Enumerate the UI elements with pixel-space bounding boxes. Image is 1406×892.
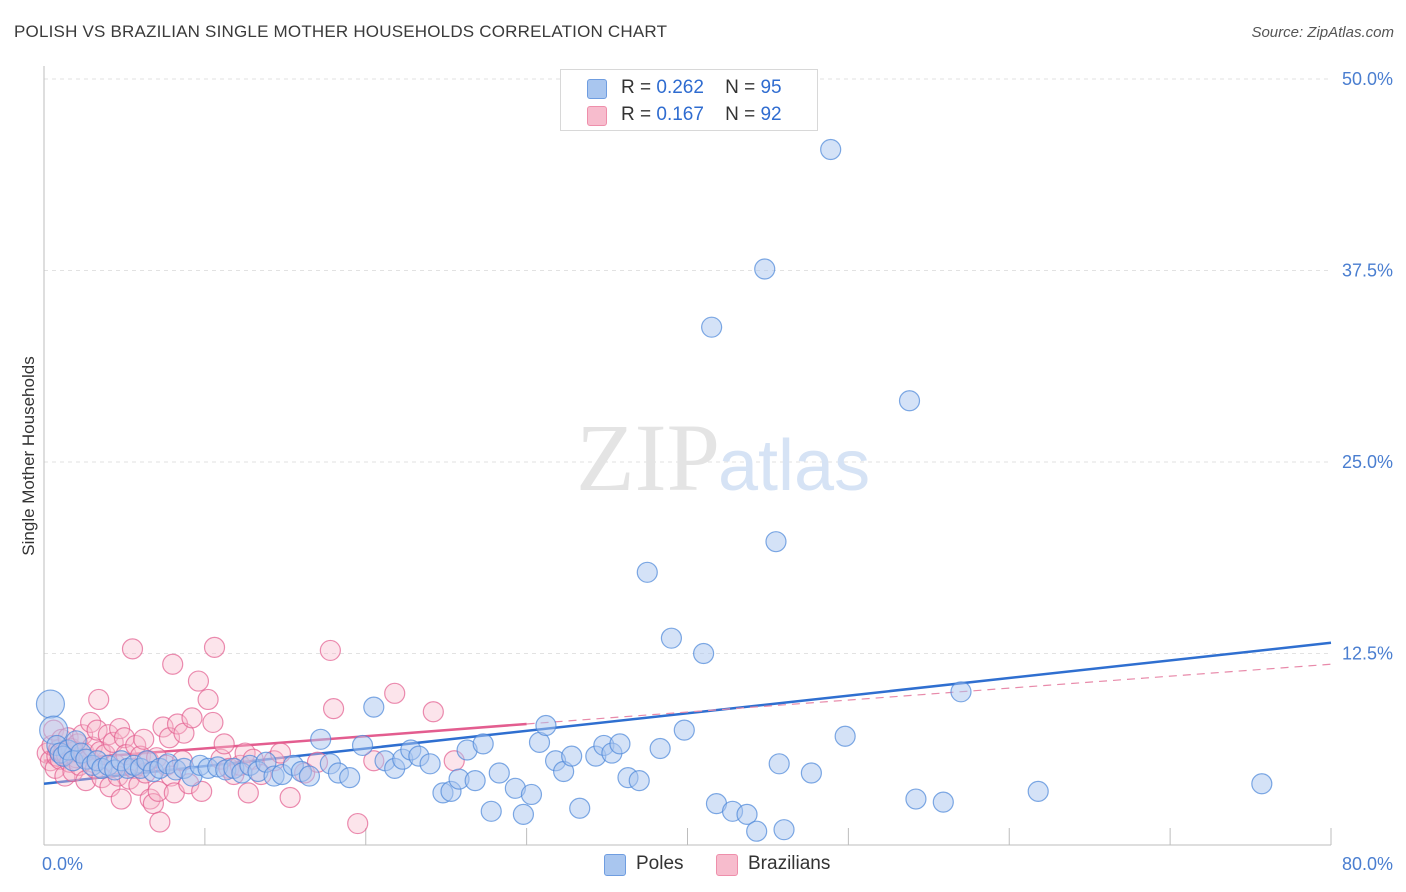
chart-title: POLISH VS BRAZILIAN SINGLE MOTHER HOUSEH… [14, 22, 668, 41]
legend-n-label: N = [725, 77, 756, 98]
data-point [339, 766, 361, 789]
data-point [147, 780, 169, 802]
data-point [464, 770, 486, 792]
source-label: Source: ZipAtlas.com [1251, 24, 1394, 41]
legend-r-label: R = [621, 77, 652, 98]
data-point [820, 138, 842, 161]
data-point [535, 714, 557, 737]
data-point [480, 800, 502, 822]
data-point [298, 765, 321, 787]
data-point [561, 745, 583, 767]
data-point [765, 531, 787, 553]
data-point [181, 707, 203, 729]
data-point [1027, 780, 1049, 802]
data-point [932, 791, 954, 813]
data-point [102, 731, 124, 753]
bottom-legend-swatch-poles [604, 854, 626, 876]
legend-r-value-poles: 0.262 [656, 77, 704, 98]
data-point [419, 753, 441, 775]
bottom-legend-swatch-brazilians [716, 854, 738, 876]
data-point [1251, 773, 1273, 795]
data-point [609, 733, 631, 755]
data-point [322, 698, 345, 720]
data-point [319, 639, 341, 662]
data-point [701, 316, 723, 338]
y-tick-label: 37.5% [1342, 261, 1393, 281]
data-point [754, 258, 776, 280]
legend-swatch-poles [587, 79, 607, 99]
bottom-legend-label-brazilians: Brazilians [748, 853, 831, 874]
series-brazilians [36, 636, 465, 835]
data-point [88, 688, 110, 711]
y-axis-label: Single Mother Households [19, 356, 38, 555]
data-point [768, 753, 790, 775]
trendline-brazilians-extension [526, 663, 1332, 725]
legend-n-value-brazilians: 92 [760, 104, 782, 125]
x-tick-label-min: 0.0% [42, 854, 83, 874]
y-tick-label: 50.0% [1342, 69, 1393, 89]
x-tick-label-max: 80.0% [1342, 854, 1393, 874]
data-point [363, 696, 385, 718]
correlation-legend: R = 0.262 N = 95 R = 0.167 N = 92 [560, 69, 818, 131]
data-point [213, 733, 235, 755]
data-point [133, 728, 155, 750]
label-layer: 12.5% 25.0% 37.5% 50.0% 0.0% 80.0% [42, 69, 1393, 874]
watermark-atlas: atlas [718, 426, 870, 506]
data-point [351, 734, 374, 757]
data-point [520, 783, 543, 806]
point-layer [35, 138, 1273, 842]
data-point [800, 762, 822, 784]
data-point [162, 653, 184, 675]
legend-text-brazilians: R = 0.167 N = 92 [621, 104, 782, 126]
data-point [202, 711, 224, 734]
legend-text-poles: R = 0.262 N = 95 [621, 77, 782, 99]
data-point [673, 719, 695, 741]
data-point [736, 803, 758, 825]
data-point [110, 788, 132, 810]
data-point [384, 682, 406, 704]
y-tick-label: 12.5% [1342, 644, 1393, 664]
watermark-zip: ZIP [576, 404, 720, 511]
data-point [569, 797, 591, 819]
legend-n-value-poles: 95 [760, 77, 782, 98]
legend-swatch-brazilians [587, 106, 607, 126]
data-point [898, 390, 921, 412]
data-point [773, 819, 795, 841]
data-point [203, 636, 226, 658]
legend-r-label: R = [621, 104, 652, 125]
data-point [834, 725, 856, 747]
data-point [746, 820, 768, 842]
data-point [347, 812, 369, 835]
data-point [187, 670, 210, 692]
data-point [488, 762, 510, 784]
legend-n-label: N = [725, 104, 756, 125]
y-tick-label: 25.0% [1342, 452, 1393, 472]
data-point [649, 737, 671, 760]
legend-r-value-brazilians: 0.167 [656, 104, 704, 125]
axis-layer [43, 66, 1332, 846]
grid-layer [44, 78, 1331, 654]
series-poles [35, 138, 1273, 842]
data-point [660, 627, 683, 649]
data-point [636, 561, 658, 583]
data-point [422, 701, 444, 723]
data-point [191, 780, 213, 802]
data-point [512, 803, 535, 825]
data-point [279, 786, 301, 809]
data-point [905, 788, 927, 810]
data-point [86, 719, 108, 741]
data-point [35, 689, 66, 719]
data-point [628, 770, 650, 792]
data-point [472, 733, 494, 755]
data-point [237, 782, 259, 804]
data-point [310, 728, 332, 750]
data-point [692, 642, 715, 665]
data-point [121, 638, 144, 660]
data-point [950, 681, 972, 703]
bottom-legend-label-poles: Poles [636, 853, 684, 874]
data-point [197, 688, 219, 711]
data-point [149, 811, 171, 833]
